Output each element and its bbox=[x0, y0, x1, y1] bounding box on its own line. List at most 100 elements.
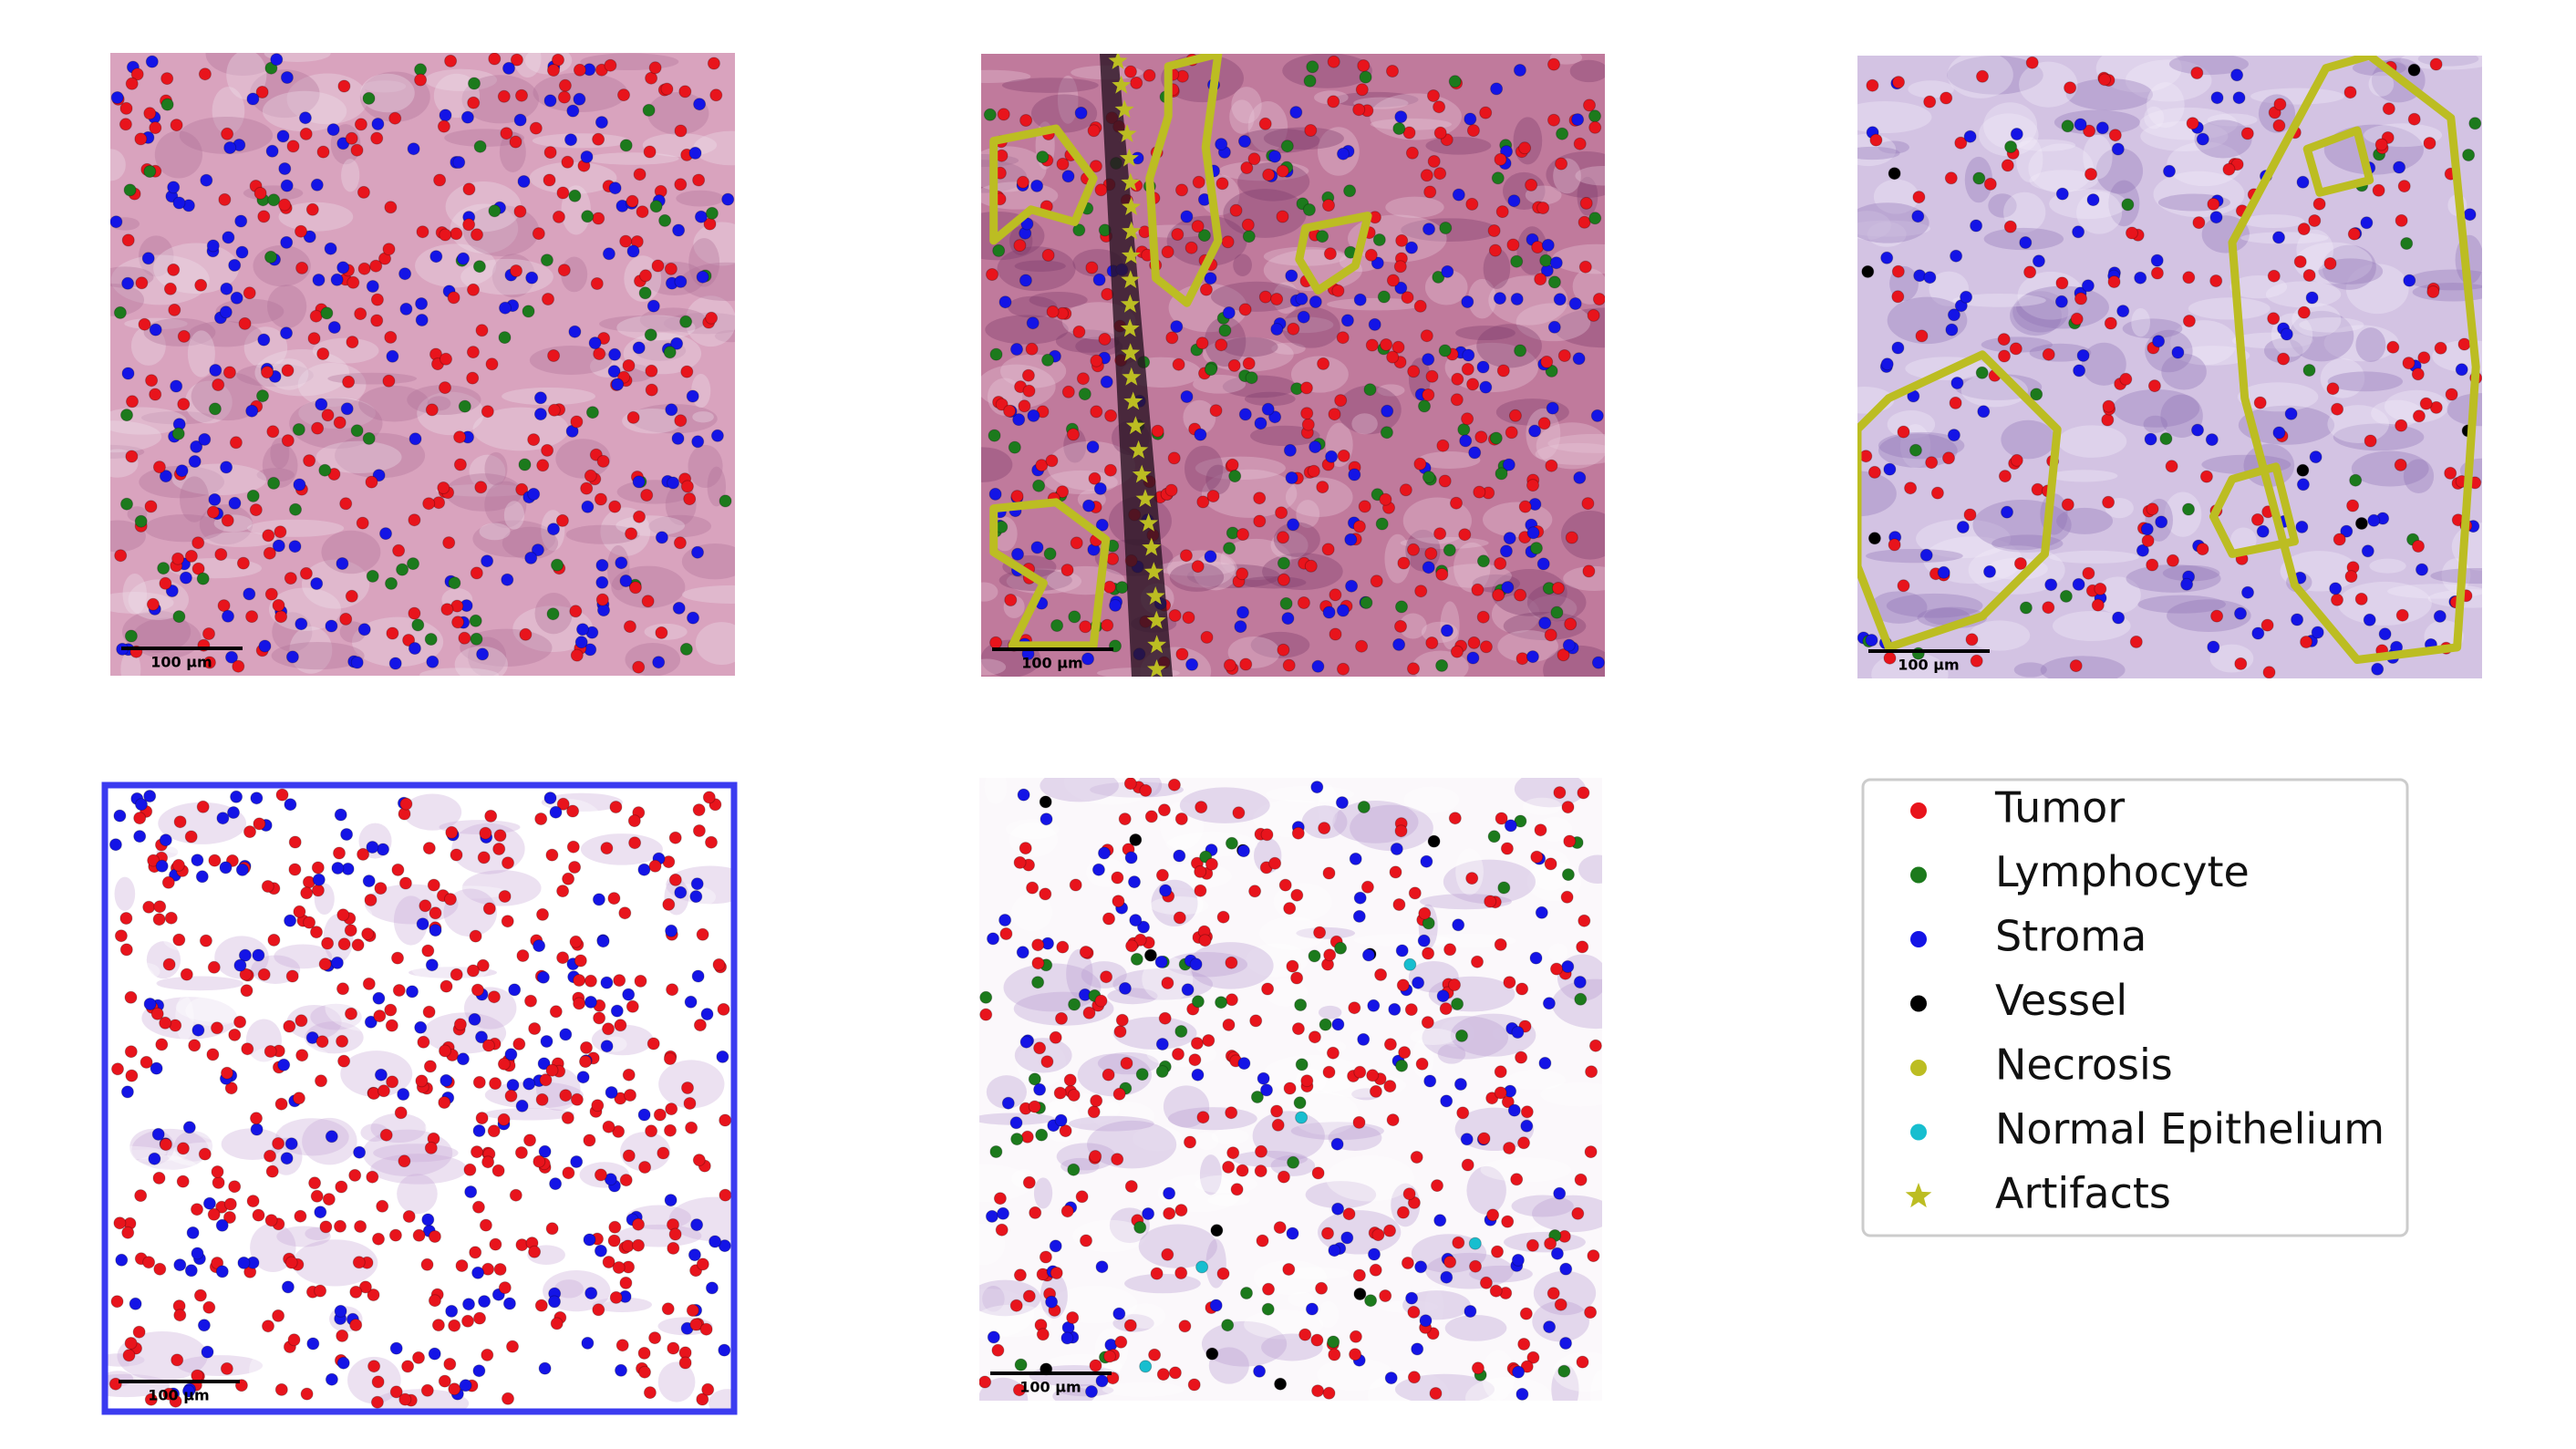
cell-dot bbox=[997, 108, 1010, 121]
cell-dot bbox=[592, 1303, 605, 1317]
cell-dot bbox=[1919, 548, 1933, 562]
cell-dot bbox=[334, 808, 347, 822]
cell-dot bbox=[1452, 188, 1465, 202]
cell-dot bbox=[2107, 275, 2121, 288]
cell-dot bbox=[330, 956, 344, 969]
cell-dot bbox=[2411, 367, 2425, 381]
cell-dot bbox=[481, 554, 494, 568]
cell-dot bbox=[206, 1048, 220, 1061]
cell-dot bbox=[2111, 142, 2125, 156]
cell-dot bbox=[513, 204, 527, 218]
cell-dot bbox=[1915, 329, 1929, 343]
tissue-image bbox=[1857, 56, 2482, 678]
tissue-texture bbox=[203, 532, 277, 547]
cell-dot bbox=[1060, 564, 1074, 577]
tissue-texture bbox=[502, 526, 559, 560]
tissue-texture bbox=[2065, 78, 2153, 111]
cell-dot bbox=[354, 1220, 367, 1233]
cell-dot bbox=[146, 597, 160, 611]
cell-dot bbox=[2240, 127, 2254, 140]
cell-dot bbox=[1497, 881, 1511, 895]
tissue-texture bbox=[532, 798, 603, 845]
cell-dot bbox=[287, 1333, 301, 1347]
tissue-texture bbox=[1272, 282, 1299, 314]
cell-dot bbox=[219, 305, 233, 319]
cell-dot bbox=[1476, 610, 1490, 624]
cell-dot bbox=[583, 1233, 596, 1247]
tissue-texture bbox=[1199, 1154, 1222, 1195]
cell-dot bbox=[1473, 485, 1486, 499]
cell-dot bbox=[1331, 1202, 1345, 1216]
cell-dot bbox=[1081, 652, 1094, 666]
cell-dot bbox=[1465, 872, 1479, 885]
tissue-texture bbox=[1227, 636, 1280, 668]
tissue-texture bbox=[1296, 926, 1356, 939]
tissue-texture bbox=[693, 130, 735, 166]
cell-dot bbox=[196, 572, 210, 585]
cell-dot bbox=[664, 1123, 677, 1137]
cell-dot bbox=[536, 459, 550, 472]
cell-dot bbox=[265, 144, 279, 158]
tissue-texture bbox=[327, 372, 418, 385]
cell-dot bbox=[238, 316, 252, 330]
cell-dot bbox=[411, 618, 425, 632]
cell-dot bbox=[316, 1035, 329, 1049]
cell-dot bbox=[1221, 1319, 1235, 1332]
cell-dot bbox=[1471, 1361, 1485, 1375]
cell-dot bbox=[195, 870, 209, 884]
cell-dot bbox=[509, 1188, 522, 1202]
cell-dot bbox=[392, 543, 406, 557]
cell-dot bbox=[252, 1208, 265, 1222]
cell-dot bbox=[1070, 536, 1083, 550]
cell-dot bbox=[1495, 812, 1508, 825]
cell-dot bbox=[1424, 547, 1438, 560]
tissue-texture bbox=[709, 1389, 731, 1409]
cell-dot bbox=[481, 1348, 494, 1361]
cell-dot bbox=[345, 1007, 357, 1020]
cell-dot bbox=[1045, 1295, 1059, 1309]
cell-dot bbox=[658, 213, 672, 227]
cell-dot bbox=[428, 1230, 441, 1243]
tissue-texture bbox=[1186, 564, 1280, 589]
cell-dot bbox=[1003, 404, 1017, 418]
cell-dot bbox=[1891, 264, 1905, 278]
cell-dot bbox=[1283, 902, 1297, 916]
cell-dot bbox=[1581, 497, 1595, 511]
tissue-texture bbox=[1077, 1053, 1153, 1097]
cell-dot bbox=[1418, 399, 1431, 413]
tissue-texture bbox=[1405, 529, 1441, 572]
cell-dot bbox=[293, 905, 306, 918]
cell-dot bbox=[1238, 408, 1252, 421]
cell-dot bbox=[672, 601, 686, 615]
cell-dot bbox=[208, 854, 222, 867]
cell-dot bbox=[1090, 1094, 1103, 1108]
cell-dot bbox=[1281, 612, 1295, 626]
cell-dot bbox=[246, 92, 260, 106]
cell-dot bbox=[2363, 613, 2376, 626]
cell-dot bbox=[1049, 1239, 1062, 1253]
cell-dot bbox=[1573, 976, 1587, 988]
cell-dot bbox=[292, 1092, 305, 1105]
cell-dot bbox=[648, 1331, 662, 1345]
cell-dot bbox=[1391, 340, 1405, 354]
cell-dot bbox=[2003, 220, 2017, 233]
tissue-texture bbox=[2351, 450, 2429, 487]
cell-dot bbox=[474, 481, 488, 494]
cell-dot bbox=[177, 398, 191, 411]
tissue-texture bbox=[1337, 385, 1402, 435]
cell-dot bbox=[150, 1061, 163, 1075]
tissue-texture bbox=[1040, 778, 1119, 802]
cell-dot bbox=[550, 1317, 564, 1330]
cell-dot bbox=[1254, 417, 1267, 430]
cell-dot bbox=[537, 1057, 551, 1071]
cell-dot bbox=[1417, 934, 1431, 947]
cell-dot bbox=[295, 224, 307, 238]
cell-dot bbox=[172, 196, 186, 210]
cell-dot bbox=[693, 1019, 707, 1032]
cell-dot bbox=[233, 1015, 247, 1029]
tissue-texture bbox=[2355, 327, 2386, 363]
cell-dot bbox=[666, 983, 679, 997]
cell-dot bbox=[470, 632, 483, 646]
cell-dot bbox=[1516, 652, 1529, 666]
cell-dot bbox=[1218, 324, 1232, 337]
